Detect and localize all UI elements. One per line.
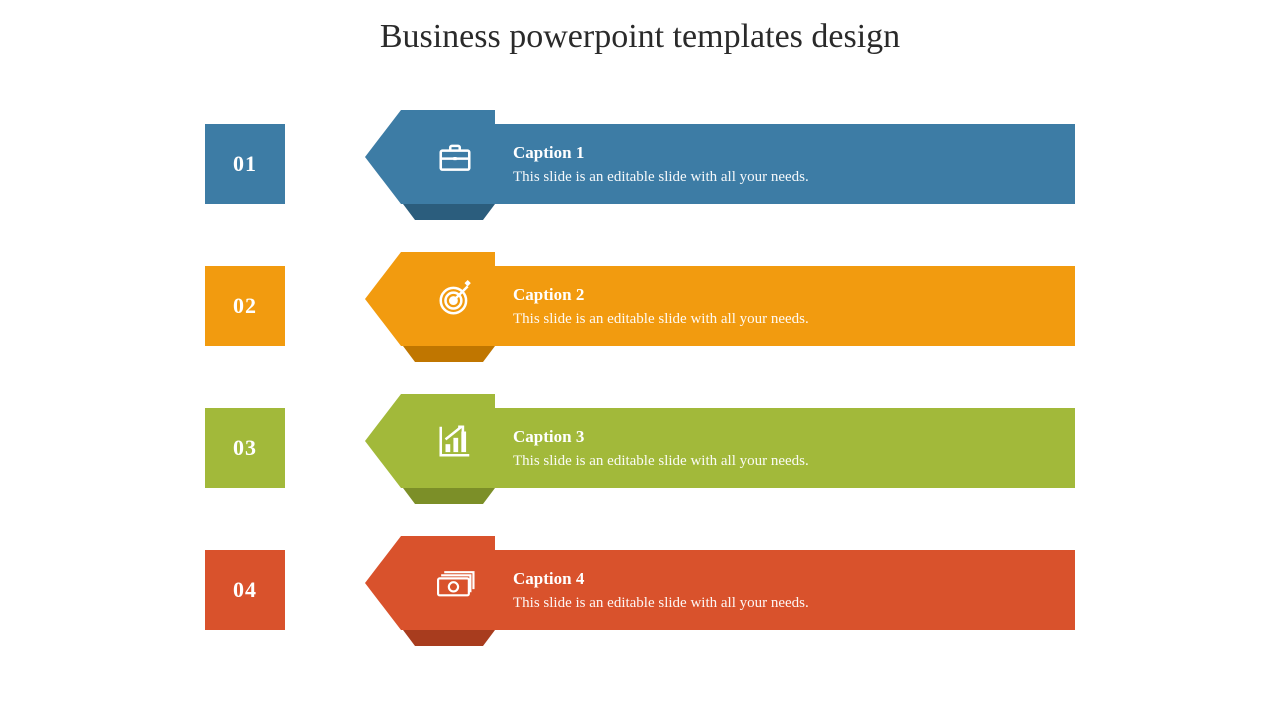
caption-bar: Caption 1 This slide is an editable slid… [495, 124, 1075, 204]
rows-container: 01 Caption 1 This slide is an editable s… [0, 110, 1280, 678]
list-item: 03 Caption 3 This slide is an editable s… [205, 394, 1280, 504]
target-icon [415, 252, 495, 346]
caption-bar: Caption 3 This slide is an editable slid… [495, 408, 1075, 488]
caption-title: Caption 1 [513, 143, 1075, 163]
number-box: 04 [205, 550, 285, 630]
caption-bar: Caption 2 This slide is an editable slid… [495, 266, 1075, 346]
caption-title: Caption 4 [513, 569, 1075, 589]
number-box: 01 [205, 124, 285, 204]
fold-shadow [403, 204, 495, 220]
list-item: 04 Caption 4 This slide is an editable s… [205, 536, 1280, 646]
number-box: 03 [205, 408, 285, 488]
caption-title: Caption 2 [513, 285, 1075, 305]
caption-desc: This slide is an editable slide with all… [513, 169, 1075, 186]
arrow-block [365, 536, 495, 630]
arrow-block [365, 252, 495, 346]
caption-bar: Caption 4 This slide is an editable slid… [495, 550, 1075, 630]
caption-desc: This slide is an editable slide with all… [513, 453, 1075, 470]
number-box: 02 [205, 266, 285, 346]
slide-title: Business powerpoint templates design [0, 0, 1280, 56]
arrow-block [365, 394, 495, 488]
fold-shadow [403, 488, 495, 504]
caption-desc: This slide is an editable slide with all… [513, 595, 1075, 612]
caption-title: Caption 3 [513, 427, 1075, 447]
chart-icon [415, 394, 495, 488]
fold-shadow [403, 346, 495, 362]
arrow-block [365, 110, 495, 204]
list-item: 02 Caption 2 This slide is an editable s… [205, 252, 1280, 362]
briefcase-icon [415, 110, 495, 204]
caption-desc: This slide is an editable slide with all… [513, 311, 1075, 328]
fold-shadow [403, 630, 495, 646]
list-item: 01 Caption 1 This slide is an editable s… [205, 110, 1280, 220]
money-icon [415, 536, 495, 630]
